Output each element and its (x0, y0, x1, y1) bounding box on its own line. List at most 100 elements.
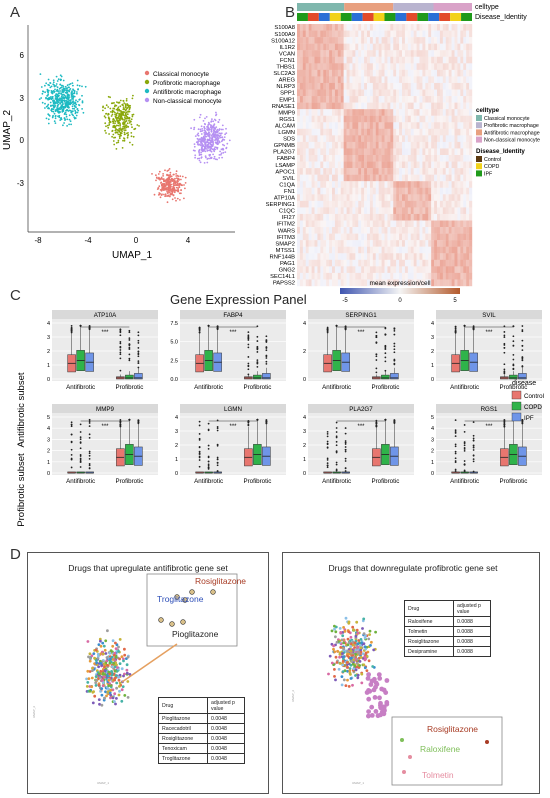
drug-table-right-header-drug: Drug (404, 600, 454, 617)
disease-bar (318, 13, 330, 21)
y-tick: 2 (47, 449, 50, 455)
gene-label: RGS1 (279, 117, 295, 123)
box (125, 374, 134, 380)
colorbar-tick: 0 (398, 298, 402, 304)
legend-swatch (476, 136, 482, 143)
x-tick: Antifibrotic (322, 478, 351, 485)
legend-swatch (476, 170, 482, 177)
facet-strip (436, 310, 542, 319)
gene-label: FCN1 (280, 58, 295, 64)
disease-bar (340, 13, 352, 21)
c-legend-text: COPD (524, 404, 542, 411)
gene-label: GNG2 (279, 268, 295, 274)
drug-panel-right-title: Drugs that downregulate profibrotic gene… (328, 563, 498, 573)
gene-label: VCAN (279, 51, 295, 57)
gene-label: AREG (279, 78, 296, 84)
y-tick: 2.5 (170, 358, 178, 364)
legend-swatch (476, 122, 482, 129)
a-legend-text: Non-classical monocyte (153, 98, 222, 105)
gene-label: IFITM3 (277, 235, 295, 241)
colorbar-tick: -5 (342, 298, 348, 304)
facet-bg (180, 413, 286, 475)
celltype-bar (297, 3, 345, 11)
facet-title: FABP4 (223, 312, 243, 319)
pvalue-cell: 0.0088 (453, 626, 491, 637)
a-legend-dot (144, 70, 150, 76)
legend-text: Profibrotic macrophage (484, 123, 539, 129)
pvalue-cell: 0.0048 (207, 743, 245, 754)
y-tick: 4 (47, 321, 50, 327)
disease-bar (461, 13, 472, 21)
drug-table-left-header-p: adjusted p value (207, 697, 245, 714)
significance-label: *** (485, 424, 493, 430)
y-tick: 4 (431, 426, 434, 432)
x-tick: Antifibrotic (194, 384, 223, 391)
gene-label: THBS1 (276, 65, 295, 71)
gene-label: SPP1 (280, 91, 295, 97)
panel-b-label: B (285, 4, 296, 21)
y-tick: 1 (47, 363, 50, 369)
facet-title: MMP9 (96, 406, 114, 413)
disease-bar (384, 13, 396, 21)
gene-label: SDS (283, 137, 295, 143)
drug-umap-right: Rosiglitazone Raloxifene Tolmetin UMAP_2… (291, 616, 503, 786)
y-tick: 4 (175, 415, 178, 421)
drug-cell: Pioglitazone (158, 713, 208, 724)
y-tick: 3 (431, 437, 434, 443)
x-tick: Antifibrotic (194, 478, 223, 485)
panel-d-label: D (10, 546, 21, 563)
gene-label: IFI27 (282, 215, 295, 221)
panel-c-label: C (10, 287, 21, 304)
pvalue-cell: 0.0048 (207, 733, 245, 744)
x-tick: Antifibrotic (66, 384, 95, 391)
disease-bar (329, 13, 341, 21)
drug-table-left: Drug adjusted p value Pioglitazone 0.0048… (158, 697, 245, 764)
legend-swatch (476, 163, 482, 170)
facet-strip (180, 310, 286, 319)
legend-text: Classical monocyte (484, 116, 530, 122)
legend-text: IPF (484, 171, 493, 177)
gene-label: ATP10A (274, 196, 295, 202)
x-tick: Profibrotic (243, 478, 271, 485)
drug-cell: Desipramine (404, 646, 454, 657)
y-tick: 1 (175, 457, 178, 463)
y-tick: 4 (303, 415, 306, 421)
gene-label: C1QC (279, 209, 295, 215)
gene-label: LGMN (278, 130, 295, 136)
y-tick: 0 (47, 377, 50, 383)
facet-title: RGS1 (481, 406, 498, 413)
y-tick: 2 (47, 349, 50, 355)
disease-bar (406, 13, 418, 21)
gene-label: APOC1 (275, 169, 295, 175)
x-tick: Profibrotic (371, 478, 399, 485)
a-legend-dot (144, 79, 150, 85)
c-legend-swatch (511, 390, 522, 400)
facet-bg (436, 413, 542, 475)
y-tick: 1 (431, 460, 434, 466)
pvalue-cell: 0.0048 (207, 753, 245, 764)
gene-label: GPNMB (274, 143, 295, 149)
pvalue-cell: 0.0088 (453, 646, 491, 657)
y-tick: 4 (431, 321, 434, 327)
legend-disease-title: Disease_Identity (476, 148, 525, 155)
a-xtick: -4 (84, 236, 92, 245)
drug-cell: Troglitazone (158, 753, 208, 764)
y-tick: 0 (431, 377, 434, 383)
y-tick: 3 (47, 335, 50, 341)
a-legend-dot (144, 88, 150, 94)
facet-strip (180, 404, 286, 413)
disease-bar (362, 13, 374, 21)
gene-label: S100A9 (274, 32, 295, 38)
y-tick: 0 (303, 377, 306, 383)
x-tick: Profibrotic (115, 384, 143, 391)
disease-bar (395, 13, 407, 21)
gene-label: LSAMP (275, 163, 295, 169)
callout-rosiglitazone-left: Rosiglitazone (195, 576, 246, 586)
gene-label: MTSS1 (276, 248, 295, 254)
c-legend-swatch (511, 401, 522, 411)
y-tick: 0 (303, 471, 306, 477)
disease-bar (439, 13, 451, 21)
a-legend-text: Antifibrotic macrophage (153, 89, 222, 96)
drug-table-left-header-drug: Drug (158, 697, 208, 714)
facet-title: LGMN (224, 406, 242, 413)
